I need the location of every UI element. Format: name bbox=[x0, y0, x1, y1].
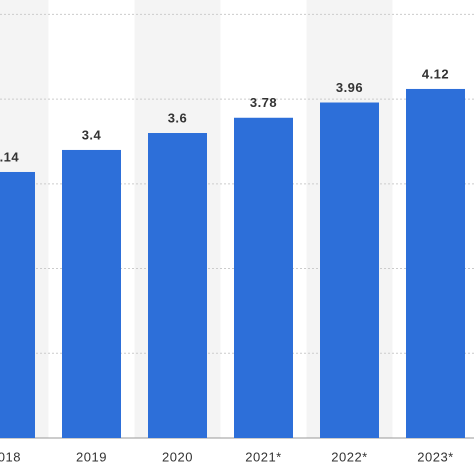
value-label: 4.12 bbox=[422, 66, 449, 81]
value-label: 3.14 bbox=[0, 149, 19, 164]
bar bbox=[62, 149, 121, 438]
value-label: 3.78 bbox=[250, 95, 277, 110]
bar bbox=[148, 133, 207, 438]
x-tick-label: 2018 bbox=[0, 449, 21, 464]
x-tick-label: 2021* bbox=[245, 449, 281, 464]
x-tick-label: 2020 bbox=[162, 449, 193, 464]
bar bbox=[406, 88, 465, 439]
bar bbox=[0, 171, 35, 438]
x-tick-label: 2019 bbox=[76, 449, 107, 464]
value-label: 3.6 bbox=[168, 110, 188, 125]
x-tick-label: 2023* bbox=[417, 449, 453, 464]
value-label: 3.96 bbox=[336, 80, 363, 95]
bar bbox=[320, 102, 379, 439]
bar bbox=[234, 117, 293, 438]
value-label: 3.4 bbox=[82, 127, 102, 142]
x-tick-label: 2022* bbox=[331, 449, 367, 464]
